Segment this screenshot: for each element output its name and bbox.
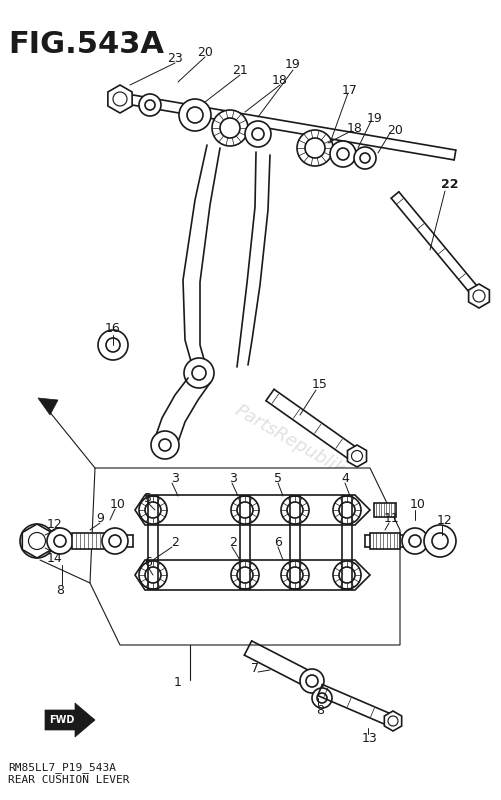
Circle shape [211,110,247,146]
Text: 6: 6 [274,535,282,549]
Text: 14: 14 [47,551,63,565]
Circle shape [281,561,309,589]
Text: 12: 12 [47,518,63,531]
Text: 12: 12 [436,514,452,526]
Circle shape [230,561,259,589]
Polygon shape [22,524,52,558]
Text: 8: 8 [56,583,64,597]
Text: 20: 20 [197,46,212,58]
Circle shape [219,118,239,138]
Circle shape [423,525,455,557]
Circle shape [338,567,354,583]
Text: 5: 5 [274,471,282,485]
Text: 9: 9 [96,511,104,525]
Circle shape [145,567,161,583]
Circle shape [102,528,128,554]
Text: 21: 21 [231,63,247,77]
Circle shape [145,502,161,518]
Circle shape [184,358,213,388]
Text: 5: 5 [144,491,152,505]
Text: 6: 6 [144,555,152,569]
Text: 15: 15 [312,378,327,391]
Text: 19: 19 [366,111,382,125]
Polygon shape [38,398,58,415]
Text: 10: 10 [409,498,425,511]
Text: 3: 3 [171,471,178,485]
Polygon shape [384,711,401,731]
Circle shape [332,561,360,589]
Circle shape [353,147,375,169]
Circle shape [20,524,54,558]
Text: 23: 23 [167,51,182,65]
Text: 10: 10 [110,498,126,510]
Polygon shape [90,468,399,645]
Circle shape [329,141,355,167]
Text: 2: 2 [171,535,178,549]
Polygon shape [369,533,399,549]
Text: 3: 3 [228,471,236,485]
Circle shape [281,496,309,524]
Circle shape [151,431,179,459]
Text: 18: 18 [346,122,362,134]
Text: 17: 17 [341,83,357,97]
Polygon shape [135,495,369,525]
Circle shape [300,669,323,693]
Circle shape [332,496,360,524]
Polygon shape [135,560,369,590]
Text: 20: 20 [386,123,402,137]
Circle shape [297,130,332,166]
Text: FIG.543A: FIG.543A [8,30,164,59]
Circle shape [179,99,210,131]
Circle shape [236,502,253,518]
Text: PartsRepublik: PartsRepublik [231,402,347,478]
Circle shape [305,138,324,158]
Circle shape [287,567,303,583]
Polygon shape [72,533,107,549]
Polygon shape [45,703,95,737]
Text: RM85LL7_P19_543A: RM85LL7_P19_543A [8,762,116,773]
Circle shape [236,567,253,583]
Text: 4: 4 [340,471,348,485]
Circle shape [244,121,271,147]
Text: 19: 19 [285,58,300,71]
Text: 11: 11 [383,511,399,525]
Circle shape [98,330,128,360]
Text: 8: 8 [315,703,323,717]
Circle shape [139,94,161,116]
Text: 22: 22 [440,178,458,191]
Text: 13: 13 [361,731,377,745]
Circle shape [230,496,259,524]
Polygon shape [373,503,395,517]
Text: 18: 18 [272,74,288,86]
Circle shape [287,502,303,518]
Circle shape [139,561,167,589]
Circle shape [139,496,167,524]
Circle shape [401,528,427,554]
Text: REAR CUSHION LEVER: REAR CUSHION LEVER [8,775,129,785]
Polygon shape [467,284,488,308]
Text: 7: 7 [250,662,259,674]
Text: 2: 2 [228,535,236,549]
Circle shape [47,528,73,554]
Circle shape [338,502,354,518]
Circle shape [312,688,331,708]
Text: FWD: FWD [49,715,75,725]
Polygon shape [347,445,366,467]
Text: 1: 1 [174,677,181,690]
Text: 16: 16 [105,322,121,334]
Polygon shape [108,85,132,113]
